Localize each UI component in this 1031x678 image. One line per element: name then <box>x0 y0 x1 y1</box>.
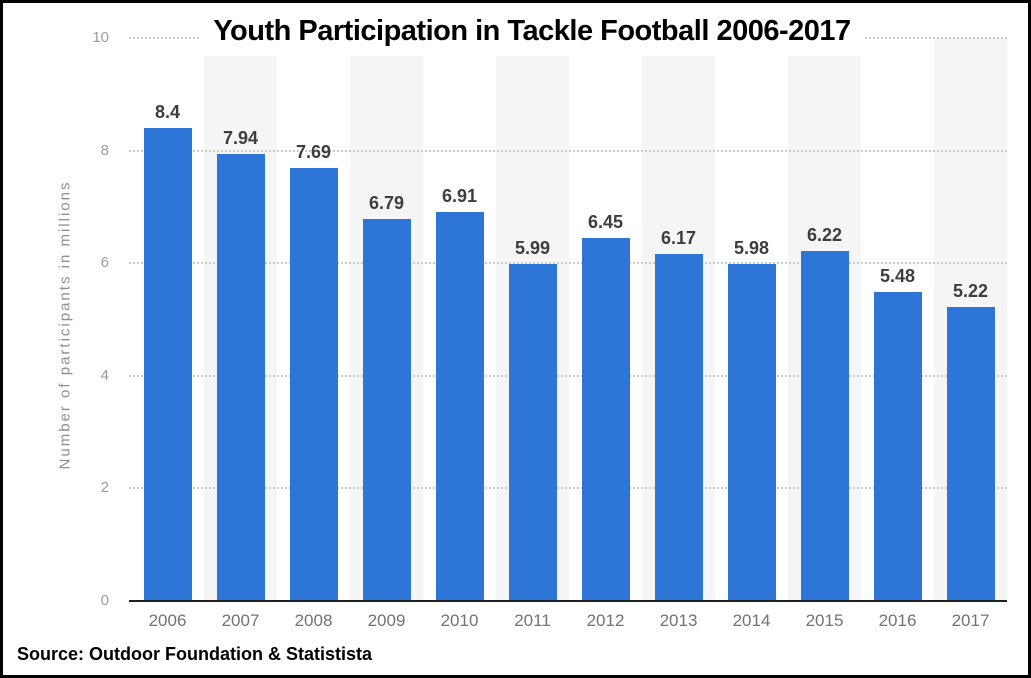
y-tick-label: 10 <box>92 29 109 46</box>
x-tick-label: 2006 <box>148 611 187 630</box>
y-tick-label: 0 <box>100 592 109 609</box>
bar-2013 <box>654 253 703 601</box>
y-tick-label: 4 <box>100 366 109 384</box>
bar-value-label: 6.91 <box>441 185 478 206</box>
gridline <box>129 149 1007 152</box>
chart-title-wrap: Youth Participation in Tackle Football 2… <box>36 11 1028 56</box>
y-tick-label: 8 <box>100 141 109 159</box>
bar-2016 <box>873 292 922 601</box>
bar-value-label: 5.22 <box>952 281 989 302</box>
bar-value-label: 5.99 <box>514 237 551 258</box>
bar-2008 <box>289 168 338 601</box>
bar-2011 <box>508 263 557 601</box>
x-tick-label: 2013 <box>659 611 698 630</box>
bar-value-label: 6.22 <box>806 224 843 245</box>
bar-2007 <box>216 153 265 601</box>
x-tick-label: 2017 <box>951 611 990 630</box>
bar-2015 <box>800 250 849 601</box>
bar-value-label: 5.48 <box>879 266 916 287</box>
gridline <box>129 262 1007 265</box>
x-tick-label: 2007 <box>221 611 260 630</box>
x-tick-label: 2016 <box>878 611 917 630</box>
y-axis-title: Number of participants in millions <box>56 180 74 470</box>
x-tick-label: 2010 <box>440 611 479 630</box>
x-tick-label: 2011 <box>514 611 551 630</box>
bar-value-label: 6.45 <box>587 211 624 232</box>
y-tick-label: 6 <box>100 254 109 272</box>
bar-value-label: 7.69 <box>295 142 332 163</box>
source-text: Source: Outdoor Foundation & Statistista <box>17 644 372 664</box>
x-tick-label: 2012 <box>586 611 625 630</box>
gridline <box>129 374 1007 377</box>
bar-2012 <box>581 237 630 601</box>
x-tick-label: 2014 <box>732 611 771 630</box>
x-tick-label: 2008 <box>294 611 333 630</box>
bar-value-label: 7.94 <box>222 127 259 148</box>
y-tick-label: 2 <box>100 479 109 497</box>
x-tick-label: 2015 <box>805 611 844 630</box>
bar-value-label: 6.17 <box>660 227 697 248</box>
bar-value-label: 8.4 <box>154 102 181 123</box>
bar-2006 <box>143 128 192 601</box>
bar-2010 <box>435 211 484 601</box>
gridline <box>129 487 1007 490</box>
bar-value-label: 6.79 <box>368 192 405 213</box>
chart-title: Youth Participation in Tackle Football 2… <box>199 11 865 56</box>
bar-2017 <box>946 307 995 601</box>
bar-value-label: 5.98 <box>733 238 770 259</box>
bar-2009 <box>362 218 411 601</box>
x-axis-line <box>129 600 1007 602</box>
bar-2014 <box>727 264 776 601</box>
x-tick-label: 2009 <box>367 611 406 630</box>
